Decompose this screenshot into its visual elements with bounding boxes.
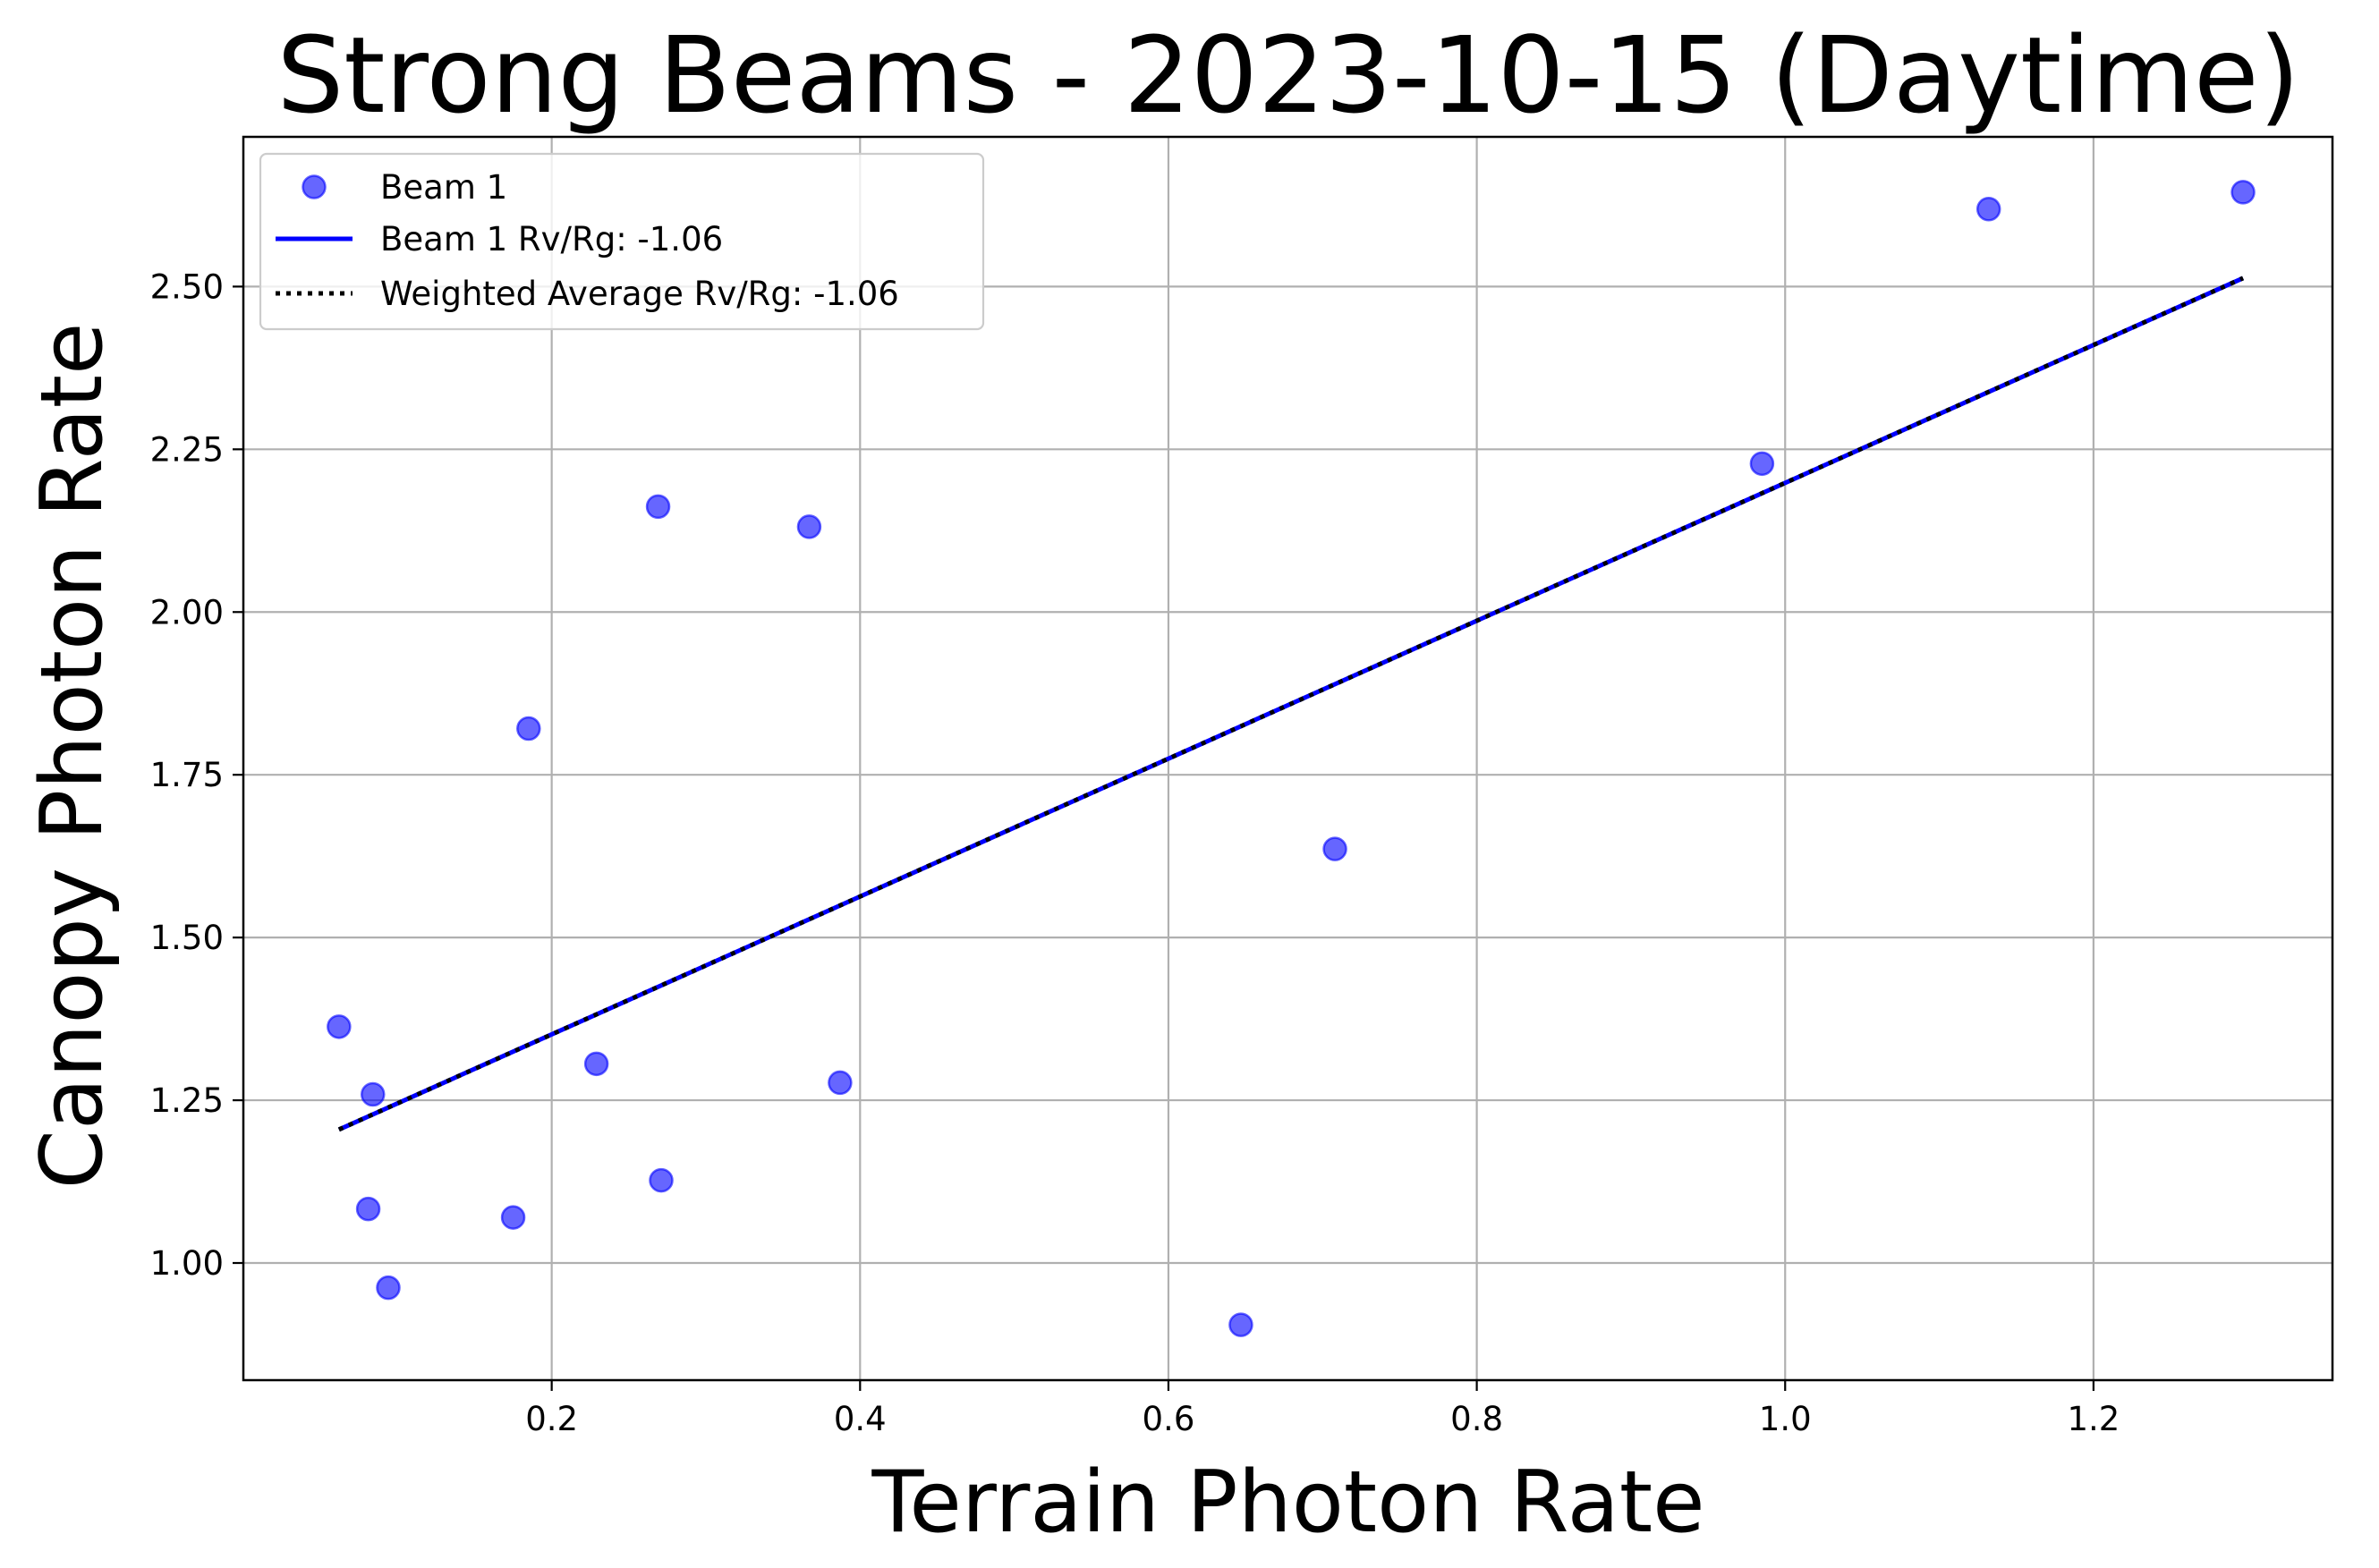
y-tick-label: 2.00 — [150, 593, 224, 631]
scatter-point — [516, 716, 541, 742]
y-tick-label: 1.25 — [150, 1081, 224, 1120]
x-tick-label: 0.4 — [834, 1400, 887, 1438]
scatter-point — [1749, 451, 1775, 477]
y-tick-label: 2.25 — [150, 430, 224, 469]
scatter-point — [2230, 180, 2256, 205]
scatter-point — [1228, 1312, 1253, 1337]
chart-title: Strong Beams - 2023-10-15 (Daytime) — [276, 13, 2299, 137]
y-tick-label: 1.00 — [150, 1244, 224, 1283]
scatter-point — [649, 1167, 674, 1193]
scatter-point — [327, 1014, 352, 1039]
scatter-point — [500, 1205, 526, 1230]
legend: Beam 1 Beam 1 Rv/Rg: -1.06 Weighted Averag… — [259, 152, 985, 331]
x-tick-label: 0.2 — [525, 1400, 578, 1438]
x-tick-label: 0.8 — [1450, 1400, 1503, 1438]
plot-series — [327, 180, 2256, 1337]
legend-label: Beam 1 — [380, 168, 507, 207]
legend-box — [259, 152, 985, 331]
scatter-point — [583, 1051, 609, 1077]
x-axis-ticks: 0.2 0.4 0.6 0.8 1.0 1.2 — [525, 1380, 2120, 1438]
legend-label: Beam 1 Rv/Rg: -1.06 — [380, 220, 723, 259]
scatter-point — [376, 1275, 401, 1301]
scatter-point — [1975, 197, 2001, 222]
y-axis-label: Canopy Photon Rate — [23, 323, 122, 1190]
weighted-average-line — [337, 275, 2245, 1132]
scatter-point — [355, 1196, 381, 1222]
scatter-point — [361, 1081, 386, 1107]
x-axis-label: Terrain Photon Rate — [871, 1454, 1704, 1552]
scatter-point — [796, 514, 822, 539]
y-tick-label: 2.50 — [150, 267, 224, 306]
scatter-point — [645, 494, 671, 520]
y-axis-ticks: 1.00 1.25 1.50 1.75 2.00 2.25 2.50 — [150, 267, 243, 1283]
legend-marker-beam-1 — [302, 174, 327, 199]
scatter-point — [828, 1070, 853, 1096]
y-tick-label: 1.75 — [150, 756, 224, 794]
x-tick-label: 1.0 — [1759, 1400, 1812, 1438]
y-tick-label: 1.50 — [150, 919, 224, 957]
x-tick-label: 1.2 — [2067, 1400, 2120, 1438]
plot-frame — [242, 135, 2334, 1382]
legend-label: Weighted Average Rv/Rg: -1.06 — [380, 275, 899, 313]
x-tick-label: 0.6 — [1143, 1400, 1195, 1438]
scatter-point — [1322, 836, 1347, 861]
